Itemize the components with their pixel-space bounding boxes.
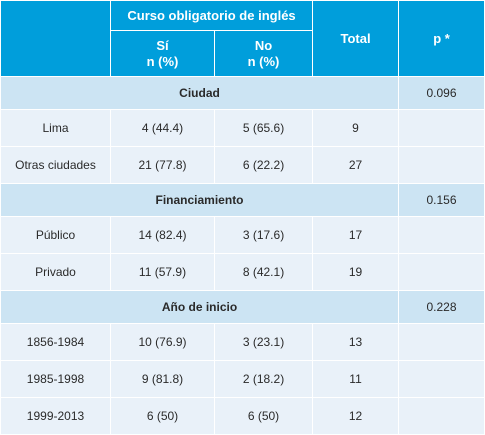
row-p-empty xyxy=(398,146,485,184)
row-label: 1985-1998 xyxy=(0,360,111,398)
table-row: Privado 11 (57.9) 8 (42.1) 19 xyxy=(0,253,485,291)
table-row: Lima 4 (44.4) 5 (65.6) 9 xyxy=(0,109,485,147)
header-no-label: No xyxy=(254,37,273,53)
header-total: Total xyxy=(312,0,400,77)
row-total: 12 xyxy=(312,397,400,435)
header-group-label: Curso obligatorio de inglés xyxy=(109,0,314,31)
row-total: 9 xyxy=(312,109,400,147)
row-si: 14 (82.4) xyxy=(110,216,215,254)
table-header: Curso obligatorio de inglés Total p * Sí… xyxy=(0,0,485,77)
section-p-value: 0.096 xyxy=(398,76,485,110)
header-si-label: Sí xyxy=(156,37,169,53)
section-row: Ciudad 0.096 xyxy=(0,76,485,110)
header-si: Sí n (%) xyxy=(110,30,215,77)
header-empty-cell xyxy=(0,0,111,77)
row-p-empty xyxy=(398,253,485,291)
table-row: 1999-2013 6 (50) 6 (50) 12 xyxy=(0,397,485,435)
row-label: 1999-2013 xyxy=(0,397,111,435)
row-si: 6 (50) xyxy=(110,397,215,435)
row-no: 6 (22.2) xyxy=(213,146,314,184)
table-row: Público 14 (82.4) 3 (17.6) 17 xyxy=(0,216,485,254)
row-si: 21 (77.8) xyxy=(110,146,215,184)
row-p-empty xyxy=(398,360,485,398)
row-label: 1856-1984 xyxy=(0,323,111,361)
row-p-empty xyxy=(398,323,485,361)
row-si: 4 (44.4) xyxy=(110,109,215,147)
section-title: Ciudad xyxy=(0,76,400,110)
section-p-value: 0.156 xyxy=(398,183,485,217)
section-p-value: 0.228 xyxy=(398,290,485,324)
row-p-empty xyxy=(398,216,485,254)
row-total: 17 xyxy=(312,216,400,254)
section-title: Financiamiento xyxy=(0,183,400,217)
row-label: Privado xyxy=(0,253,111,291)
header-si-unit: n (%) xyxy=(146,53,179,69)
header-p-value: p * xyxy=(398,0,485,77)
table-row: Otras ciudades 21 (77.8) 6 (22.2) 27 xyxy=(0,146,485,184)
row-si: 9 (81.8) xyxy=(110,360,215,398)
row-label: Lima xyxy=(0,109,111,147)
row-total: 27 xyxy=(312,146,400,184)
header-no-unit: n (%) xyxy=(247,53,280,69)
row-total: 13 xyxy=(312,323,400,361)
row-label: Otras ciudades xyxy=(0,146,111,184)
row-no: 6 (50) xyxy=(213,397,314,435)
row-p-empty xyxy=(398,109,485,147)
row-no: 2 (18.2) xyxy=(213,360,314,398)
section-row: Financiamiento 0.156 xyxy=(0,183,485,217)
table-row: 1985-1998 9 (81.8) 2 (18.2) 11 xyxy=(0,360,485,398)
row-label: Público xyxy=(0,216,111,254)
row-total: 11 xyxy=(312,360,400,398)
section-title: Año de inicio xyxy=(0,290,400,324)
row-p-empty xyxy=(398,397,485,435)
row-no: 3 (17.6) xyxy=(213,216,314,254)
header-no: No n (%) xyxy=(213,30,314,77)
table-body: Ciudad 0.096 Lima 4 (44.4) 5 (65.6) 9 Ot… xyxy=(0,76,485,435)
row-si: 10 (76.9) xyxy=(110,323,215,361)
row-no: 5 (65.6) xyxy=(213,109,314,147)
table-row: 1856-1984 10 (76.9) 3 (23.1) 13 xyxy=(0,323,485,361)
row-si: 11 (57.9) xyxy=(110,253,215,291)
row-total: 19 xyxy=(312,253,400,291)
section-row: Año de inicio 0.228 xyxy=(0,290,485,324)
row-no: 3 (23.1) xyxy=(213,323,314,361)
row-no: 8 (42.1) xyxy=(213,253,314,291)
